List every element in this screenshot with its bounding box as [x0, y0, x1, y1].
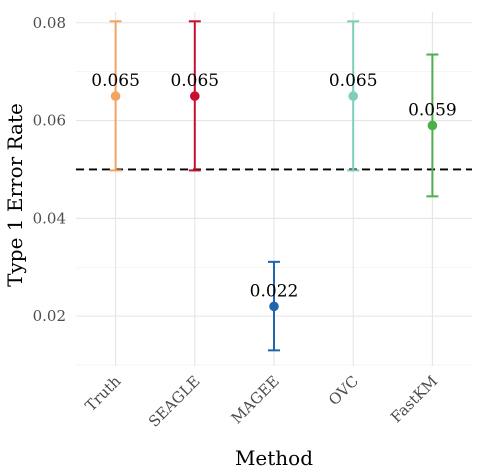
y-tick-label: 0.04	[33, 209, 66, 227]
data-label-seagle: 0.065	[170, 71, 219, 91]
data-points	[110, 91, 438, 312]
y-tick-label: 0.06	[33, 112, 66, 130]
data-label-fastkm: 0.059	[408, 100, 457, 120]
x-tick-label-fastkm: FastKM	[387, 372, 441, 426]
x-tick-label-magee: MAGEE	[228, 372, 283, 427]
x-tick-label-truth: Truth	[82, 372, 125, 415]
x-tick-label-ovc: OVC	[325, 372, 362, 409]
x-axis-title: Method	[235, 446, 313, 470]
y-axis-title: Type 1 Error Rate	[3, 103, 27, 287]
point-ovc	[348, 91, 359, 101]
data-label-truth: 0.065	[91, 71, 140, 91]
data-labels: 0.065 0.065 0.022 0.065 0.059	[91, 71, 456, 301]
y-tick-label: 0.08	[33, 14, 66, 32]
data-label-magee: 0.022	[250, 281, 299, 301]
point-magee	[269, 301, 279, 312]
data-label-ovc: 0.065	[329, 71, 378, 91]
point-fastkm	[427, 120, 438, 131]
x-axis-ticks: Truth SEAGLE MAGEE OVC FastKM	[82, 372, 442, 431]
x-tick-label-seagle: SEAGLE	[145, 372, 204, 431]
point-truth	[110, 91, 121, 101]
point-seagle	[190, 91, 200, 101]
y-tick-label: 0.02	[33, 307, 66, 325]
y-axis-ticks: 0.02 0.04 0.06 0.08	[33, 14, 66, 325]
